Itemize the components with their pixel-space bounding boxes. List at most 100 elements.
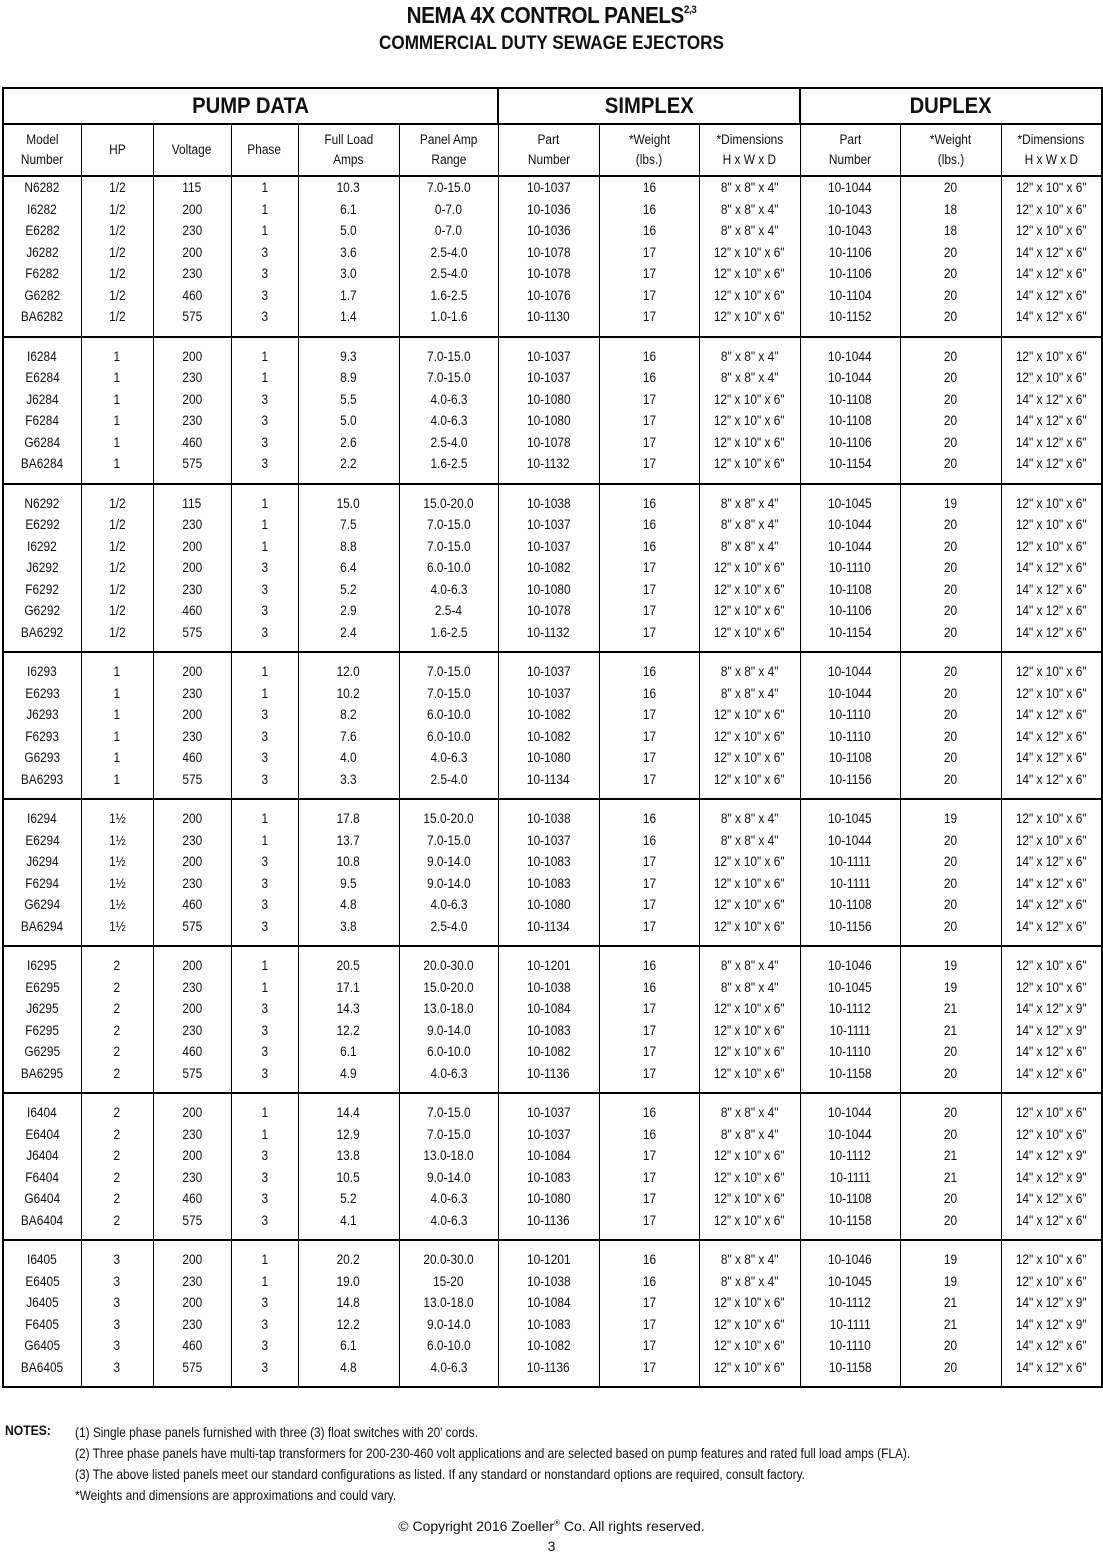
cell-model-number: BA6292 (2, 621, 82, 652)
cell-text: 8" x 8" x 4" (720, 223, 779, 238)
cell-hp: 1 (80, 367, 154, 389)
cell-text: 1 (261, 979, 268, 995)
cell-text: 3 (261, 434, 268, 450)
cell-full-load-amps: 4.9 (297, 1062, 400, 1093)
cell-text: 17 (642, 581, 656, 597)
table-row: E6293 1 230 1 10.2 7.0-15.0 10-1037 16 8" x 8" x… (2, 682, 1103, 704)
cell-voltage: 575 (152, 453, 232, 484)
cell-text: 1 (261, 811, 268, 826)
cell-simplex-dimensions: 12" x 10" x 6" (698, 915, 801, 946)
cell-simplex-part-number: 10-1084 (497, 998, 600, 1020)
cell-text: 10-1036 (526, 223, 571, 238)
cell-simplex-dimensions: 8" x 8" x 4" (698, 652, 801, 683)
cell-text: 3 (113, 1273, 121, 1289)
cell-text: 13.0-18.0 (423, 1001, 474, 1016)
cell-duplex-part-number: 10-1106 (799, 600, 901, 622)
cell-text: 7.0-15.0 (426, 1105, 471, 1120)
cell-text: 200 (182, 201, 202, 217)
cell-text: 8" x 8" x 4" (720, 180, 779, 195)
cell-text: 2 (113, 1105, 121, 1120)
cell-full-load-amps: 4.1 (297, 1209, 400, 1240)
cell-text: 4.0-6.3 (430, 581, 468, 597)
cell-full-load-amps: 20.2 (297, 1240, 400, 1271)
cell-text: 8" x 8" x 4" (720, 811, 779, 826)
cell-hp: 1½ (80, 915, 154, 946)
cell-simplex-part-number: 10-1134 (497, 915, 600, 946)
column-header-text: (lbs.) (937, 152, 964, 167)
cell-text: 16 (642, 180, 656, 195)
cell-voltage: 200 (152, 241, 232, 263)
cell-simplex-dimensions: 12" x 10" x 6" (698, 557, 801, 579)
cell-duplex-weight: 21 (899, 998, 1002, 1020)
cell-text: 10-1111 (829, 1022, 871, 1038)
cell-text: 230 (182, 832, 202, 848)
cell-panel-amp-range: 6.0-10.0 (398, 725, 499, 747)
cell-simplex-weight: 17 (598, 306, 700, 337)
cell-text: 10-1044 (828, 370, 872, 385)
model-group: I6404 2 200 1 14.4 7.0-15.0 10-1037 16 8" x 8" x… (2, 1093, 1103, 1240)
cell-text: E6295 (25, 979, 60, 995)
cell-duplex-part-number: 10-1111 (799, 1313, 901, 1335)
column-header-panel-amp-range: Panel Amp Range (398, 124, 499, 177)
cell-model-number: BA6282 (2, 306, 82, 337)
cell-text: 10-1111 (829, 1316, 871, 1332)
cell-simplex-part-number: 10-1037 (497, 514, 600, 536)
cell-simplex-dimensions: 8" x 8" x 4" (698, 176, 801, 199)
cell-phase: 3 (230, 241, 299, 263)
cell-text: 1½ (108, 854, 126, 869)
table-row: N6292 1/2 115 1 15.0 15.0-20.0 10-1038 16 8" x 8… (2, 483, 1103, 514)
cell-text: 2.6 (340, 434, 357, 450)
cell-text: 20 (943, 707, 958, 722)
cell-text: 10-1037 (526, 538, 571, 554)
table-row: F6295 2 230 3 12.2 9.0-14.0 10-1083 17 12" x 10"… (2, 1019, 1103, 1041)
cell-text: 14" x 12" x 6" (1015, 624, 1087, 640)
cell-text: 8" x 8" x 4" (720, 1105, 779, 1120)
column-header-text: H x W x D (722, 152, 777, 167)
cell-text: N6282 (24, 180, 60, 195)
cell-text: 12" x 10" x 6" (714, 1001, 785, 1016)
cell-duplex-weight: 20 (899, 263, 1002, 285)
cell-text: 14" x 12" x 6" (1015, 244, 1087, 260)
cell-text: 16 (642, 517, 656, 532)
copyright-text: © Copyright 2016 Zoeller (398, 1518, 555, 1534)
cell-phase: 3 (230, 1292, 299, 1314)
cell-simplex-dimensions: 8" x 8" x 4" (698, 483, 801, 514)
cell-voltage: 115 (152, 176, 232, 199)
cell-text: E6405 (25, 1273, 60, 1289)
cell-simplex-part-number: 10-1083 (497, 1313, 600, 1335)
cell-hp: 1/2 (80, 600, 154, 622)
cell-text: 115 (182, 180, 202, 195)
cell-hp: 2 (80, 1209, 154, 1240)
cell-text: 20 (943, 1105, 958, 1120)
cell-duplex-weight: 18 (899, 220, 1002, 242)
cell-text: 20 (943, 603, 958, 618)
cell-text: 20 (943, 1212, 958, 1228)
cell-simplex-weight: 16 (598, 682, 700, 704)
cell-simplex-weight: 17 (598, 600, 700, 622)
cell-text: 200 (182, 348, 202, 364)
cell-text: 6.0-10.0 (426, 1044, 471, 1059)
cell-text: 7.0-15.0 (426, 517, 471, 532)
cell-text: 19 (943, 979, 958, 995)
cell-simplex-dimensions: 12" x 10" x 6" (698, 1313, 801, 1335)
cell-text: 10-1106 (828, 434, 872, 450)
cell-hp: 1 (80, 410, 154, 432)
cell-panel-amp-range: 0-7.0 (398, 220, 499, 242)
cell-text: 17 (642, 1148, 656, 1163)
cell-hp: 3 (80, 1270, 154, 1292)
cell-text: 20 (943, 832, 958, 848)
cell-text: 10-1082 (526, 560, 571, 575)
cell-text: 20 (943, 287, 958, 303)
cell-text: 12" x 10" x 6" (1015, 1252, 1087, 1267)
cell-hp: 2 (80, 1123, 154, 1145)
cell-text: 12" x 10" x 6" (1015, 517, 1087, 532)
cell-panel-amp-range: 4.0-6.3 (398, 747, 499, 769)
group-header-duplex: DUPLEX (799, 87, 1103, 125)
cell-simplex-part-number: 10-1038 (497, 799, 600, 830)
cell-text: 1/2 (108, 180, 126, 195)
cell-duplex-part-number: 10-1108 (799, 894, 901, 916)
cell-text: 1½ (108, 875, 126, 891)
cell-text: 6.1 (340, 1044, 357, 1059)
cell-simplex-dimensions: 8" x 8" x 4" (698, 514, 801, 536)
cell-phase: 1 (230, 367, 299, 389)
